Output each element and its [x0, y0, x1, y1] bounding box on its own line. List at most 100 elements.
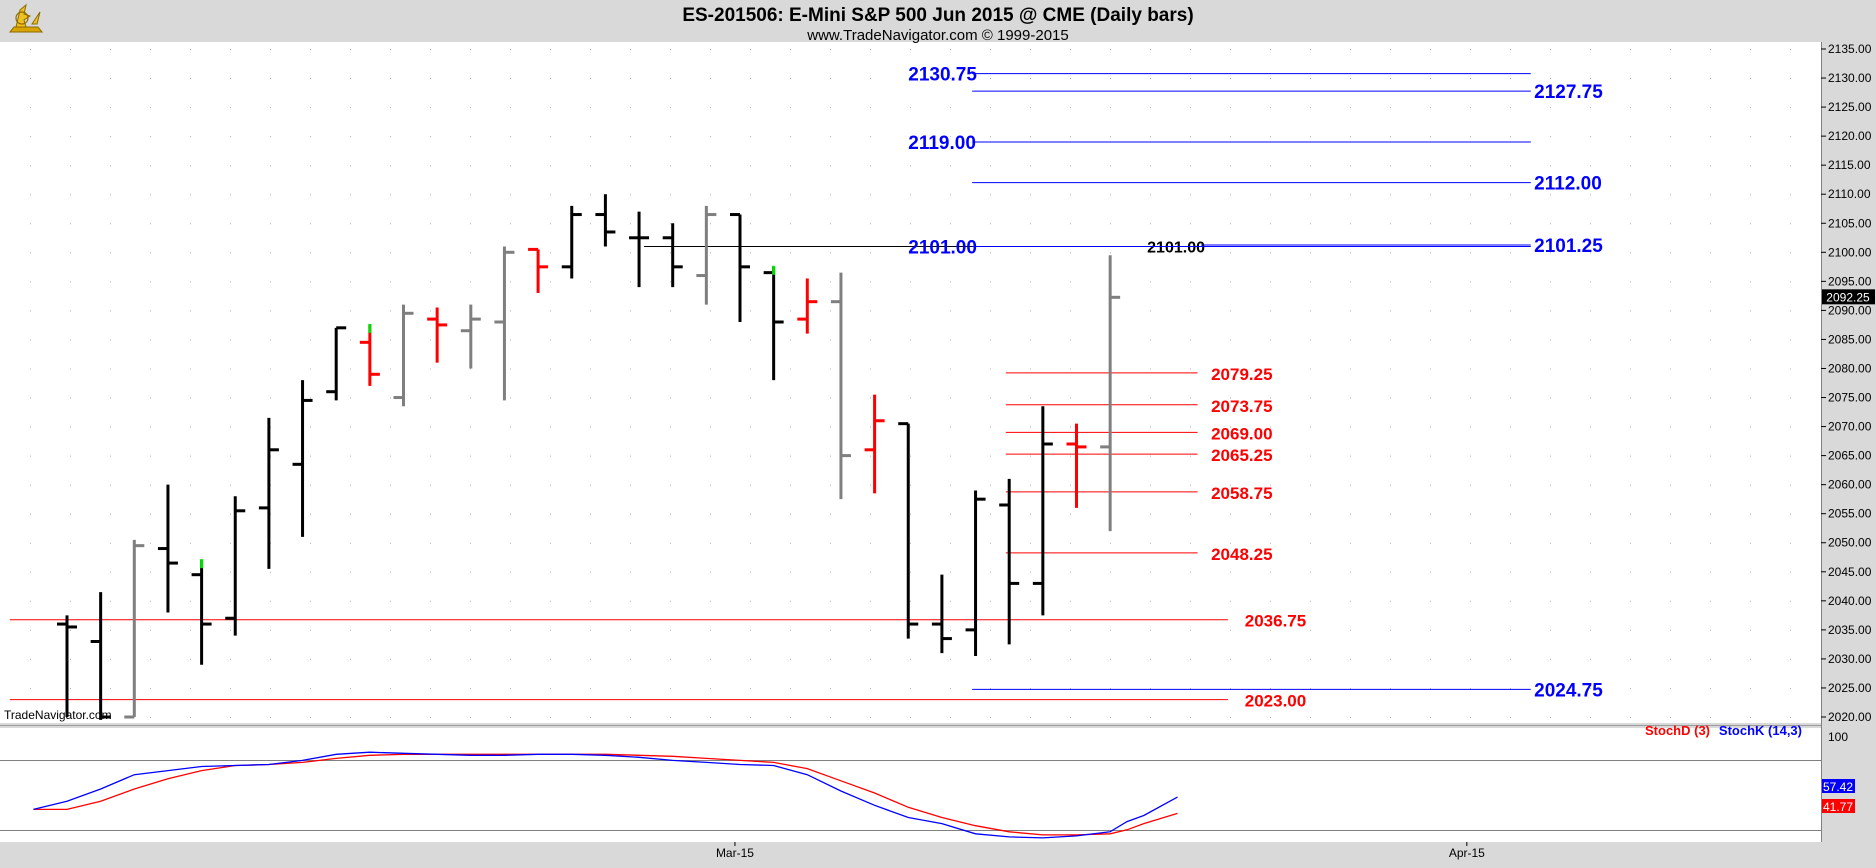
- grid-dot: [1510, 600, 1511, 602]
- grid-dot: [1710, 426, 1711, 428]
- grid-dot: [70, 136, 71, 138]
- grid-dot: [350, 513, 351, 515]
- grid-dot: [790, 136, 791, 138]
- grid-dot: [470, 165, 471, 167]
- grid-dot: [910, 629, 911, 631]
- grid-dot: [430, 629, 431, 631]
- level-lines: 2101.00 2130.75 2127.75 2119.00 2112.00 2101.…: [9, 65, 1603, 711]
- grid-dot: [1710, 600, 1711, 602]
- grid-dot: [1710, 339, 1711, 341]
- grid-dot: [1190, 455, 1191, 457]
- grid-dot: [350, 658, 351, 660]
- grid-dot: [70, 484, 71, 486]
- grid-dot: [1310, 484, 1311, 486]
- grid-dot: [510, 687, 511, 689]
- y-tick-label: 2135.00: [1828, 42, 1872, 56]
- grid-dot: [70, 513, 71, 515]
- grid-dot: [1390, 542, 1391, 544]
- grid-dot: [1550, 49, 1551, 50]
- grid-dot: [1470, 339, 1471, 341]
- grid-dot: [70, 78, 71, 80]
- grid-dot: [1710, 107, 1711, 109]
- grid-dot: [630, 223, 631, 225]
- grid-dot: [830, 223, 831, 225]
- grid-dot: [590, 310, 591, 312]
- grid-dot: [950, 629, 951, 631]
- grid-dot: [1750, 78, 1751, 80]
- ohlc-bar: [292, 380, 313, 537]
- grid-dot: [1350, 281, 1351, 283]
- grid-dot: [1710, 252, 1711, 254]
- ohlc-bar: [595, 194, 616, 247]
- grid-dot: [150, 310, 151, 312]
- grid-dot: [1710, 397, 1711, 399]
- ohlc-bar: [326, 326, 347, 401]
- grid-dot: [470, 49, 471, 50]
- grid-dot: [830, 136, 831, 138]
- grid-dot: [350, 281, 351, 283]
- ohlc-bar: [696, 205, 717, 305]
- grid-dot: [150, 455, 151, 457]
- grid-dot: [830, 194, 831, 196]
- grid-dot: [1110, 252, 1111, 254]
- grid-dot: [150, 339, 151, 341]
- ohlc-bar: [730, 213, 750, 323]
- grid-dot: [190, 107, 191, 109]
- grid-dot: [1390, 426, 1391, 428]
- grid-dot: [1150, 310, 1151, 312]
- grid-dot: [630, 687, 631, 689]
- grid-dot: [1470, 49, 1471, 50]
- grid-dot: [950, 165, 951, 167]
- grid-dot: [790, 542, 791, 544]
- grid-dot: [190, 368, 191, 370]
- grid-dot: [1190, 426, 1191, 428]
- grid-dot: [830, 658, 831, 660]
- y-tick-label: 2040.00: [1828, 594, 1872, 608]
- grid-dot: [1230, 339, 1231, 341]
- grid-dot: [150, 252, 151, 254]
- ohlc-bar: [90, 592, 111, 720]
- grid-dot: [430, 194, 431, 196]
- grid-dot: [830, 252, 831, 254]
- grid-dot: [1470, 165, 1471, 167]
- grid-dot: [1030, 571, 1031, 573]
- grid-dot: [1590, 717, 1591, 718]
- grid-dot: [1070, 397, 1071, 399]
- grid-dot: [430, 281, 431, 283]
- grid-dot: [1270, 571, 1271, 573]
- level-label: 2079.25: [1211, 365, 1272, 384]
- grid-dot: [590, 484, 591, 486]
- grid-dot: [1110, 223, 1111, 225]
- grid-dot: [1070, 165, 1071, 167]
- grid-dot: [1470, 455, 1471, 457]
- grid-dot: [1310, 455, 1311, 457]
- grid-dot: [150, 223, 151, 225]
- grid-dot: [1030, 223, 1031, 225]
- grid-dot: [1710, 658, 1711, 660]
- grid-dot: [1670, 717, 1671, 718]
- grid-dot: [1750, 310, 1751, 312]
- grid-dot: [270, 571, 271, 573]
- grid-dot: [670, 49, 671, 50]
- grid-dot: [1190, 687, 1191, 689]
- grid-dot: [670, 339, 671, 341]
- grid-dot: [190, 658, 191, 660]
- grid-dot: [550, 571, 551, 573]
- level-label: 2112.00: [1534, 174, 1602, 195]
- y-tick-label: 2075.00: [1828, 391, 1872, 405]
- grid-dot: [670, 513, 671, 515]
- grid-dot: [470, 658, 471, 660]
- y-tick-label: 2020.00: [1828, 710, 1872, 724]
- grid-dot: [1750, 717, 1751, 718]
- grid-dot: [1190, 368, 1191, 370]
- grid-dot: [30, 397, 31, 399]
- y-tick-label: 2060.00: [1828, 478, 1872, 492]
- grid-dot: [1470, 136, 1471, 138]
- grid-dot: [1070, 368, 1071, 370]
- grid-dot: [510, 339, 511, 341]
- grid-dot: [1510, 281, 1511, 283]
- grid-dot: [1430, 339, 1431, 341]
- grid-dot: [1510, 658, 1511, 660]
- grid-dot: [190, 49, 191, 50]
- grid-dot: [1790, 165, 1791, 167]
